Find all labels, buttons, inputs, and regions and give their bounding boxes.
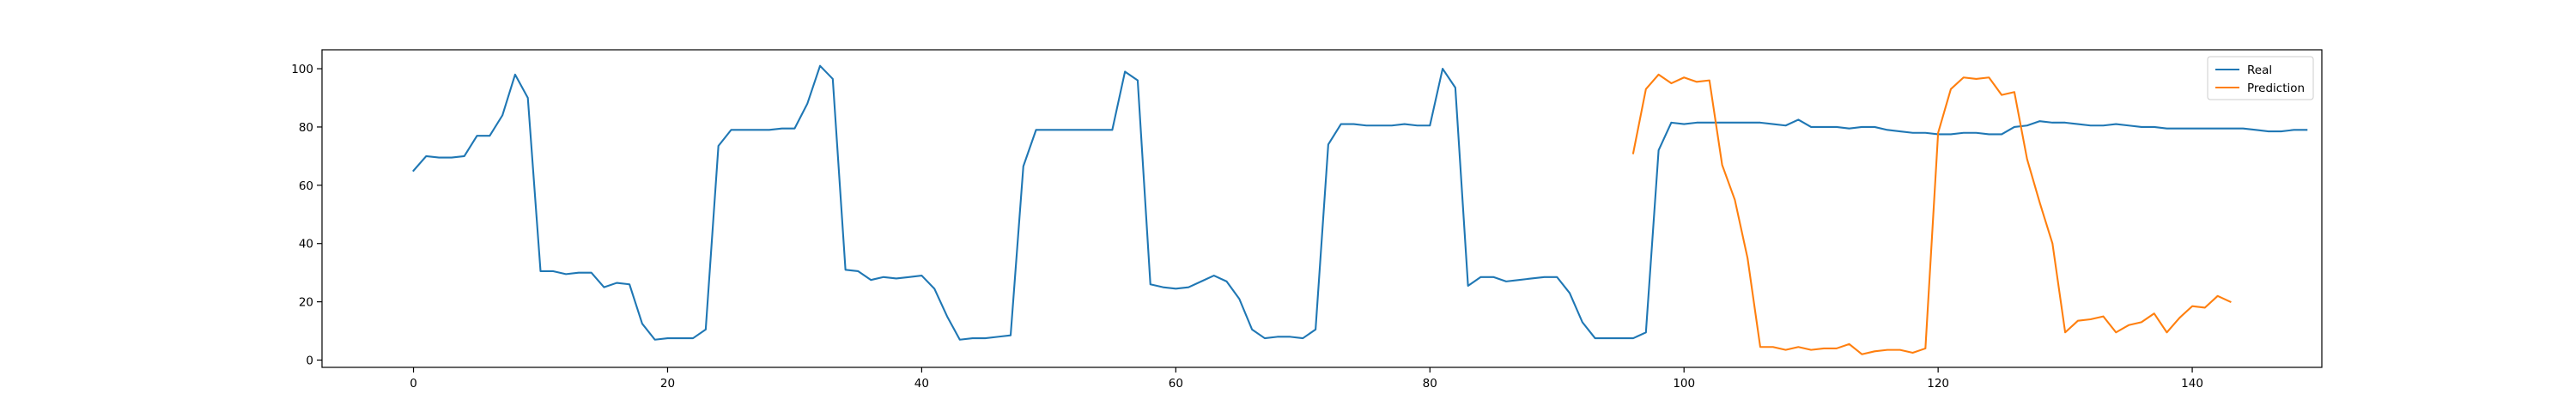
axes-layer: 0 20 40 60 80 100 120 140 0 20 40 60 80 100 — [291, 49, 2323, 391]
y-tick-label: 20 — [299, 296, 313, 310]
legend-box — [2207, 56, 2314, 100]
x-tick-label: 20 — [660, 377, 675, 391]
legend-label-real: Real — [2247, 64, 2272, 77]
series-line-real — [412, 64, 2308, 341]
series-layer — [412, 64, 2308, 355]
legend: Real Prediction — [2207, 56, 2314, 100]
x-tick-label: 80 — [1423, 377, 1437, 391]
x-tick-label: 140 — [2181, 377, 2203, 391]
y-tick-label: 0 — [306, 354, 313, 368]
x-tick-label: 0 — [410, 377, 417, 391]
plot-frame — [321, 49, 2323, 368]
y-tick-label: 100 — [291, 63, 313, 76]
y-tick-label: 60 — [299, 179, 313, 193]
x-tick-label: 40 — [914, 377, 929, 391]
x-tick-label: 120 — [1927, 377, 1949, 391]
legend-label-prediction: Prediction — [2247, 82, 2305, 95]
x-tick-label: 60 — [1169, 377, 1183, 391]
y-tick-label: 80 — [299, 121, 313, 135]
x-tick-label: 100 — [1673, 377, 1695, 391]
series-line-prediction — [1631, 73, 2232, 355]
y-tick-label: 40 — [299, 238, 313, 251]
